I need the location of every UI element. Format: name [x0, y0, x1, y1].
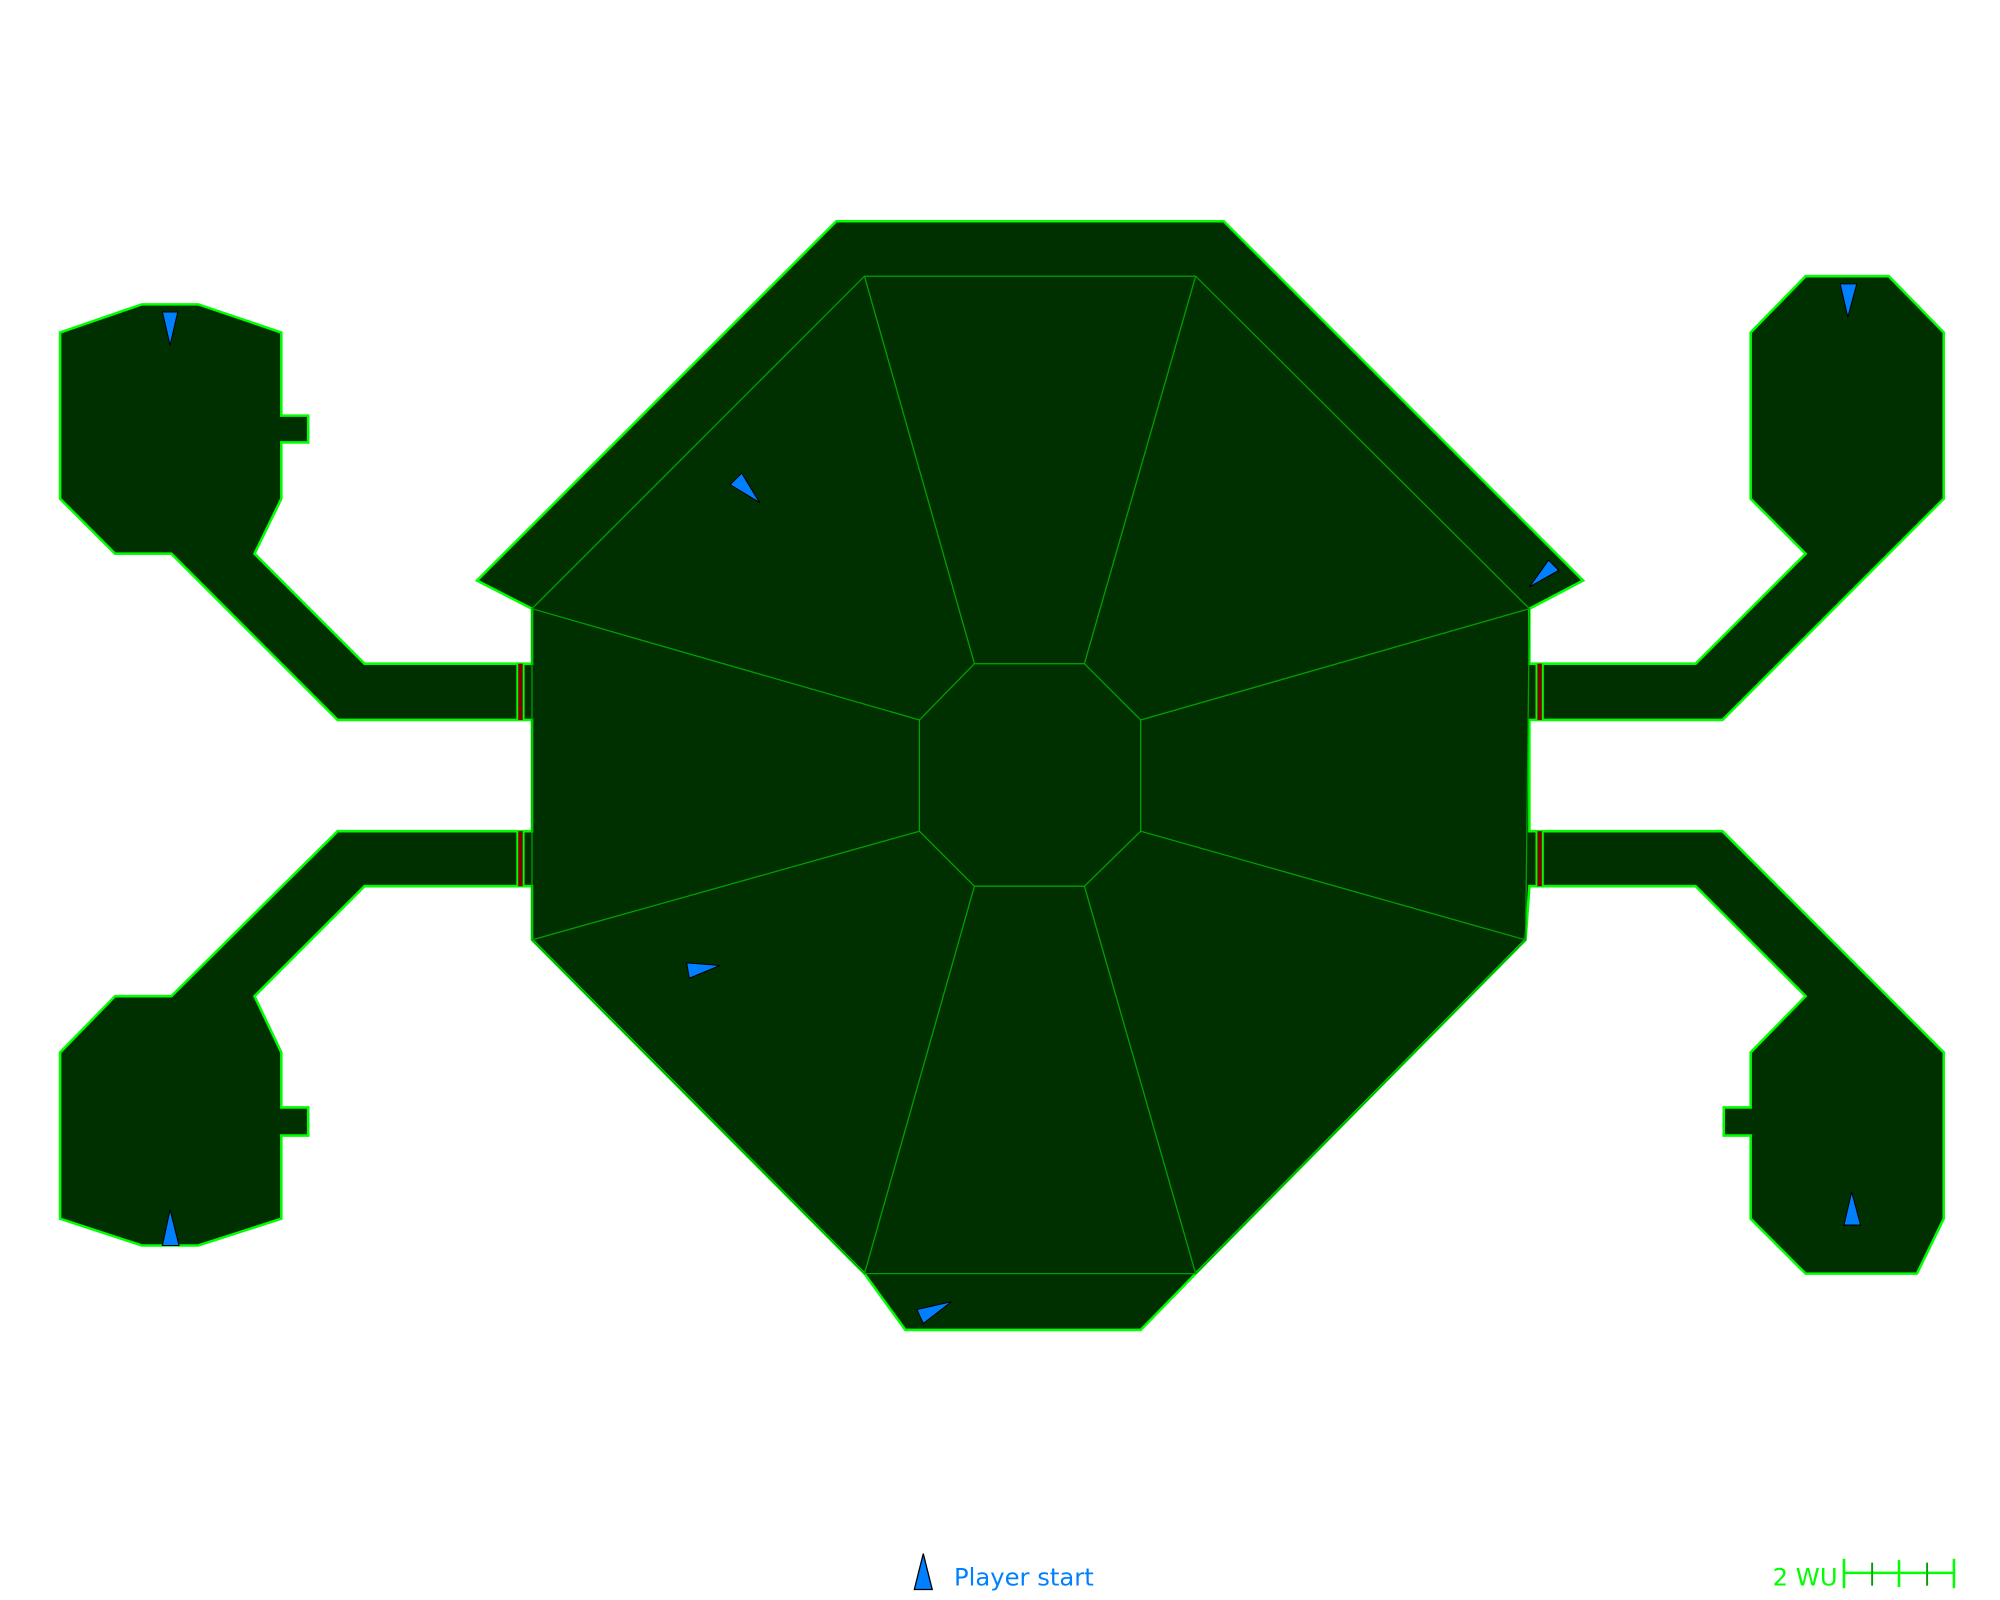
- central-hall-sectors: [531, 275, 1531, 1275]
- spoke: [1083, 276, 1197, 664]
- level-outline: [58, 219, 1946, 1332]
- central-octagon: [918, 663, 1142, 887]
- legend: Player start: [913, 1553, 1094, 1592]
- door: [516, 663, 525, 720]
- door: [1535, 663, 1544, 720]
- spoke: [1140, 830, 1526, 941]
- spoke: [531, 830, 920, 941]
- player-start-marker: [1839, 283, 1858, 318]
- doors: [516, 663, 1544, 887]
- spoke: [531, 608, 920, 721]
- spoke: [863, 886, 976, 1274]
- spoke: [1140, 608, 1530, 721]
- player-start-marker: [161, 1209, 180, 1247]
- player-start-marker: [686, 962, 721, 979]
- player-starts: [161, 283, 1862, 1325]
- player-start-marker: [1528, 559, 1560, 588]
- player-start-marker: [1843, 1191, 1862, 1226]
- player-start-marker: [161, 311, 179, 346]
- spoke: [1083, 886, 1197, 1274]
- door: [516, 831, 525, 887]
- player-start-icon: [913, 1553, 934, 1591]
- spoke: [863, 276, 976, 664]
- player-start-marker: [729, 472, 761, 503]
- scale-bar: 2 WU: [1773, 1558, 1956, 1592]
- scale-bar-label: 2 WU: [1773, 1563, 1838, 1592]
- player-start-marker: [916, 1301, 952, 1325]
- legend-player-start-label: Player start: [954, 1563, 1094, 1592]
- door: [1535, 831, 1544, 887]
- inner-ring: [531, 275, 1531, 1275]
